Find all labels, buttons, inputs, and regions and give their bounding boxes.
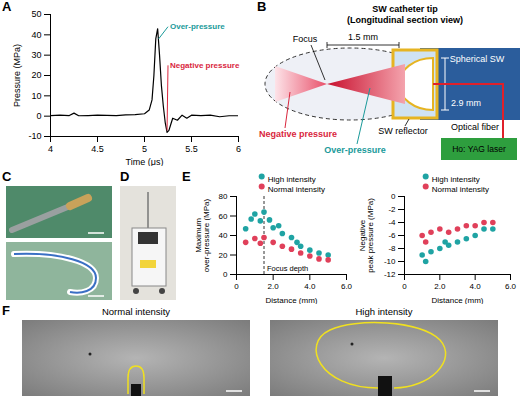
svg-text:40: 40 [219,231,228,240]
svg-text:Over-pressure: Over-pressure [170,22,225,31]
svg-text:SW catheter tip: SW catheter tip [372,4,438,14]
svg-text:0: 0 [223,270,228,279]
svg-text:Optical fiber: Optical fiber [451,122,499,132]
svg-text:Normal intensity: Normal intensity [102,306,170,317]
svg-text:0: 0 [402,282,407,291]
svg-text:4.5: 4.5 [91,144,104,154]
svg-text:Normal intensity: Normal intensity [432,185,489,194]
svg-text:Negativepeak pressure (MPa): Negativepeak pressure (MPa) [358,198,375,273]
svg-text:2.0: 2.0 [434,282,446,291]
svg-text:6: 6 [236,144,241,154]
html-text:C: C [2,169,12,184]
html-text:A: A [2,0,12,14]
svg-text:-10: -10 [28,131,41,141]
svg-text:-4: -4 [388,218,396,227]
svg-text:6.0: 6.0 [505,282,517,291]
svg-text:Spherical SW: Spherical SW [450,54,505,64]
html-text:F: F [2,303,10,318]
svg-text:40: 40 [31,30,41,40]
svg-text:5.5: 5.5 [185,144,198,154]
svg-text:0: 0 [391,192,396,201]
svg-text:High intensity: High intensity [268,175,316,184]
html-text:B: B [257,0,267,14]
svg-text:50: 50 [31,9,41,19]
svg-text:-8: -8 [388,244,396,253]
svg-text:80: 80 [219,192,228,201]
svg-text:Distance (mm): Distance (mm) [431,296,483,305]
html-text:E: E [182,169,191,184]
svg-text:Ho: YAG laser: Ho: YAG laser [452,144,506,154]
html-text:D: D [120,169,130,184]
svg-text:High intensity: High intensity [432,175,480,184]
svg-text:Negative pressure: Negative pressure [170,61,240,70]
svg-text:0: 0 [36,111,41,121]
svg-text:(Longitudinal section view): (Longitudinal section view) [347,15,463,25]
svg-text:-10: -10 [384,257,396,266]
svg-text:Normal intensity: Normal intensity [268,185,325,194]
svg-text:-6: -6 [388,231,396,240]
svg-text:20: 20 [219,251,228,260]
svg-text:2.0: 2.0 [268,282,280,291]
svg-text:Focus depth: Focus depth [267,264,308,273]
svg-text:6.0: 6.0 [341,282,353,291]
svg-text:1.5 mm: 1.5 mm [348,32,378,42]
svg-text:-12: -12 [384,270,396,279]
svg-text:Focus: Focus [293,34,318,44]
svg-text:4.0: 4.0 [304,282,316,291]
svg-text:High intensity: High intensity [355,306,412,317]
svg-text:4.0: 4.0 [470,282,482,291]
svg-text:5: 5 [142,144,147,154]
svg-text:4: 4 [48,144,53,154]
svg-text:Maximumover-pressure (MPa): Maximumover-pressure (MPa) [194,198,211,272]
svg-text:SW reflector: SW reflector [378,126,428,136]
svg-text:60: 60 [219,212,228,221]
svg-text:10: 10 [31,91,41,101]
svg-text:20: 20 [31,70,41,80]
svg-text:-2: -2 [388,205,396,214]
svg-text:2.9 mm: 2.9 mm [451,98,481,108]
svg-text:Over-pressure: Over-pressure [324,145,386,155]
svg-text:Negative pressure: Negative pressure [259,129,337,139]
svg-text:Pressure (MPa): Pressure (MPa) [12,44,22,107]
svg-text:30: 30 [31,50,41,60]
svg-text:Distance (mm): Distance (mm) [265,296,317,305]
svg-text:Time (μs): Time (μs) [126,157,164,167]
svg-text:0: 0 [234,282,239,291]
